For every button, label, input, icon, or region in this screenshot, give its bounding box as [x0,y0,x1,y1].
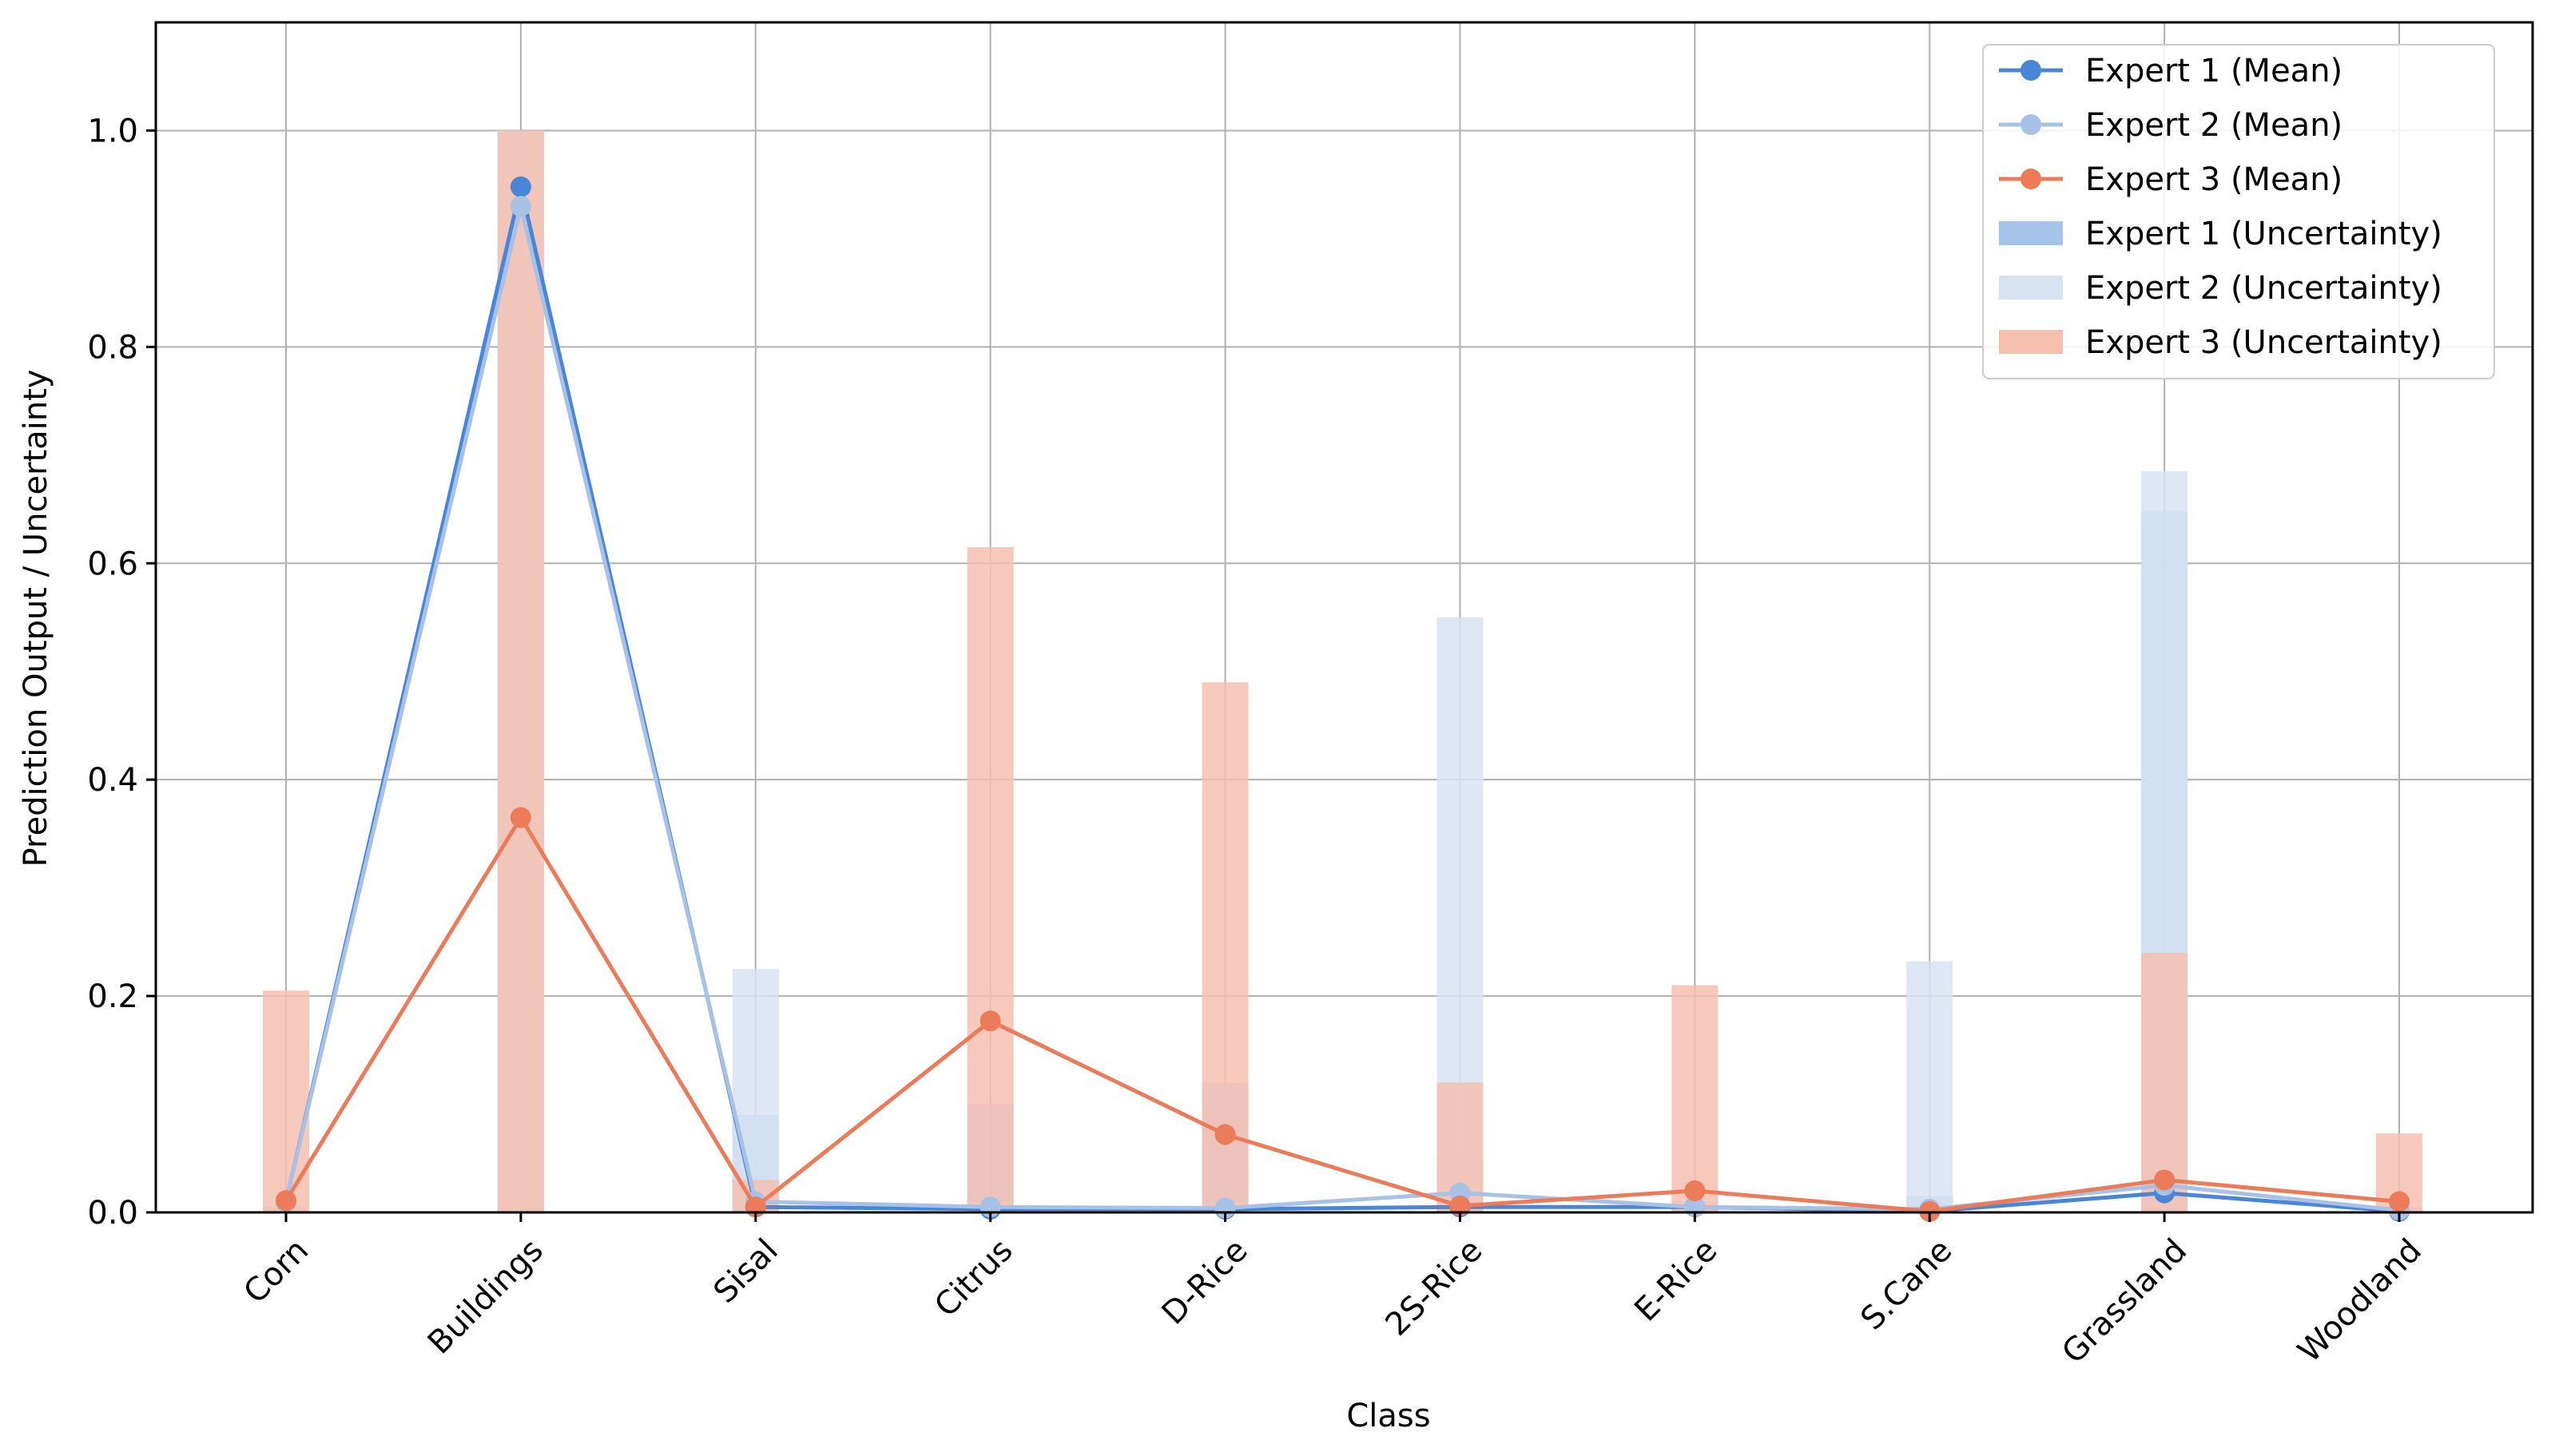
legend-bar-swatch [1999,330,2063,354]
uncertainty-bar [967,546,1014,1212]
legend-label: Expert 3 (Uncertainty) [2085,324,2442,361]
legend-label: Expert 3 (Mean) [2085,161,2342,198]
legend-label: Expert 2 (Mean) [2085,107,2342,144]
mean-point [2154,1169,2176,1191]
x-axis-label: Class [1346,1398,1430,1434]
mean-point [1449,1195,1471,1216]
uncertainty-bar [1671,985,1719,1212]
mean-point [510,176,531,197]
legend-label: Expert 1 (Mean) [2085,53,2342,89]
plot-frame [154,21,2534,1214]
legend-label: Expert 1 (Uncertainty) [2085,216,2442,252]
uncertainty-bar [2141,952,2188,1212]
legend-box [1982,44,2495,379]
legend-marker [2021,114,2041,135]
mean-point [1684,1180,1706,1201]
mean-series-line [284,813,2400,1214]
mean-point [276,1190,296,1212]
uncertainty-bar [1202,682,1249,1212]
uncertainty-bar [263,990,309,1212]
y-axis-label: Prediction Output / Uncertainty [18,370,54,867]
legend-bar-swatch [1999,276,2063,300]
uncertainty-bar [732,969,779,1212]
legend-marker [2021,60,2041,81]
mean-point [510,807,531,828]
mean-point [510,196,531,217]
mean-point [2389,1191,2410,1212]
y-tick-label: 1.0 [87,113,138,149]
uncertainty-bar [497,130,544,1212]
mean-point [1214,1124,1236,1145]
mean-point [979,1010,1001,1032]
y-tick-label: 0.2 [87,978,138,1015]
legend-label: Expert 2 (Uncertainty) [2085,270,2442,307]
legend-bar-swatch [1999,221,2063,245]
legend-marker [2021,169,2041,189]
y-tick-label: 0.0 [87,1195,138,1232]
uncertainty-bar [1906,961,1953,1212]
y-tick-label: 0.6 [87,546,138,582]
y-tick-label: 0.4 [87,762,138,799]
y-tick-label: 0.8 [87,329,138,366]
